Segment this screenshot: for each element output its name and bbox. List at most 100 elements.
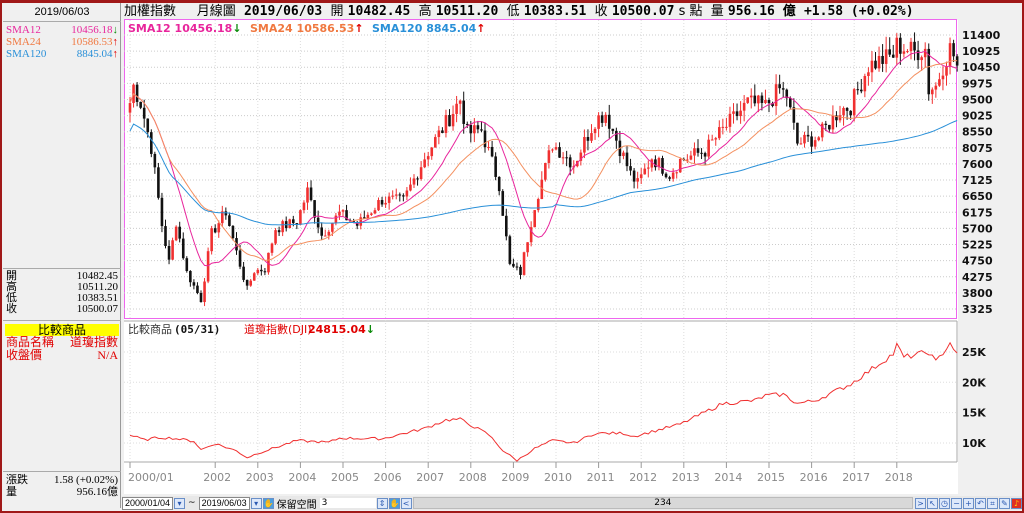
candle-body [824, 123, 828, 125]
candle-body [242, 266, 245, 280]
candle-body [856, 89, 860, 91]
y-tick-label: 9025 [962, 110, 993, 123]
candle-body [746, 97, 749, 103]
clock-icon[interactable]: ◷ [939, 497, 950, 509]
x-tick-label: 2018 [885, 471, 913, 484]
candle-body [725, 126, 728, 128]
candle-body [512, 263, 515, 267]
high-label: 高 [6, 281, 17, 293]
candle-body [831, 115, 835, 130]
lower-legend-date: (05/31) [174, 323, 220, 336]
candle-body [245, 279, 249, 286]
zoom-out-icon[interactable]: − [951, 497, 962, 509]
header-unit: s 點 [678, 4, 703, 19]
candle-body [643, 168, 647, 175]
zoom-in-icon[interactable]: + [963, 497, 974, 509]
candle-body [260, 269, 263, 272]
high-value: 10511.20 [77, 281, 118, 293]
draw-icon[interactable]: ✎ [999, 497, 1010, 509]
candle-body [203, 281, 206, 303]
candle-body [473, 125, 476, 134]
y-tick-label: 10450 [962, 61, 1001, 74]
hand-scroll-icon[interactable]: ✋ [388, 497, 400, 509]
start-date-dropdown-icon[interactable]: ▾ [174, 497, 186, 509]
candle-body [810, 136, 813, 147]
candle-body [394, 194, 398, 196]
candle-body [444, 115, 448, 133]
start-date-select[interactable]: 2000/01/04 [122, 496, 174, 510]
candle-body [544, 162, 547, 180]
spin-icon[interactable]: ⇕ [376, 497, 388, 509]
horizontal-scrollbar[interactable]: 234 [412, 497, 913, 509]
open-value: 10482.45 [76, 270, 118, 282]
pointer-icon[interactable]: ↖ [927, 497, 938, 509]
candle-body [767, 100, 771, 104]
candle-body [402, 195, 405, 197]
candle-body [295, 223, 299, 225]
candle-body [451, 113, 455, 127]
compare-title: 比較商品 [5, 324, 119, 336]
candle-body [249, 280, 252, 286]
low-label: 低 [6, 292, 17, 304]
candle-body [934, 85, 938, 90]
candle-body [508, 236, 512, 264]
candle-body [622, 152, 625, 157]
sma-label: SMA24 [6, 36, 41, 48]
candle-body [189, 270, 192, 283]
x-tick-label: 2009 [501, 471, 529, 484]
candle-body [196, 285, 199, 293]
candle-body [845, 107, 849, 111]
candle-body [902, 51, 906, 54]
end-date-select[interactable]: 2019/06/03 [198, 496, 250, 510]
scroll-left-button[interactable]: < [400, 497, 412, 509]
candle-body [288, 219, 292, 229]
candle-body [710, 139, 714, 141]
candle-body [171, 240, 174, 260]
candle-body [955, 56, 959, 66]
compare-panel: 比較商品 商品名稱 道瓊指數 收盤價 N/A [3, 322, 121, 472]
candle-body [135, 84, 139, 102]
x-tick-label: 2002 [203, 471, 231, 484]
candle-body [696, 148, 700, 153]
undo-icon[interactable]: ↶ [975, 497, 986, 509]
candle-body [714, 138, 718, 140]
candle-body [927, 48, 931, 95]
candle-body [789, 98, 792, 108]
candle-body [547, 150, 551, 163]
candle-body [884, 49, 888, 64]
lower-legend-label: 比較商品 [128, 322, 172, 336]
candle-body [881, 55, 884, 64]
candle-body [490, 146, 494, 157]
candle-body [820, 123, 824, 138]
x-tick-label: 2004 [288, 471, 316, 484]
candle-body [522, 252, 526, 275]
header-change: +1.58 (+0.02%) [803, 4, 914, 19]
candle-body [693, 148, 696, 156]
x-tick-label: 2003 [246, 471, 274, 484]
candle-body [863, 75, 867, 92]
legend-sma120: SMA120 8845.04↑ [372, 22, 486, 35]
reserve-space-input[interactable]: 3 [319, 498, 376, 508]
sidebar-sma-row: SMA24 10586.53↑ [3, 37, 121, 49]
candle-body [593, 128, 597, 134]
candle-body [519, 266, 522, 275]
hand-icon[interactable]: ✋ [262, 497, 274, 509]
scroll-right-button[interactable]: > [915, 497, 926, 509]
fit-icon[interactable]: ⌗ [987, 497, 998, 509]
compare-name-value: 道瓊指數 [69, 335, 118, 349]
main-panel-border [124, 19, 957, 319]
candle-body [948, 43, 952, 67]
candle-body [391, 195, 394, 197]
candle-body [579, 152, 583, 161]
candle-body [206, 251, 210, 282]
end-date-dropdown-icon[interactable]: ▾ [250, 497, 262, 509]
candle-body [568, 157, 572, 168]
candle-body [806, 134, 810, 137]
y-tick-label: 8075 [962, 142, 993, 155]
header-high: 10511.20 [435, 4, 499, 19]
alert-bell-icon[interactable]: ♪ [1011, 497, 1022, 509]
candle-body [632, 170, 636, 182]
header-high-label: 高 [418, 4, 432, 19]
